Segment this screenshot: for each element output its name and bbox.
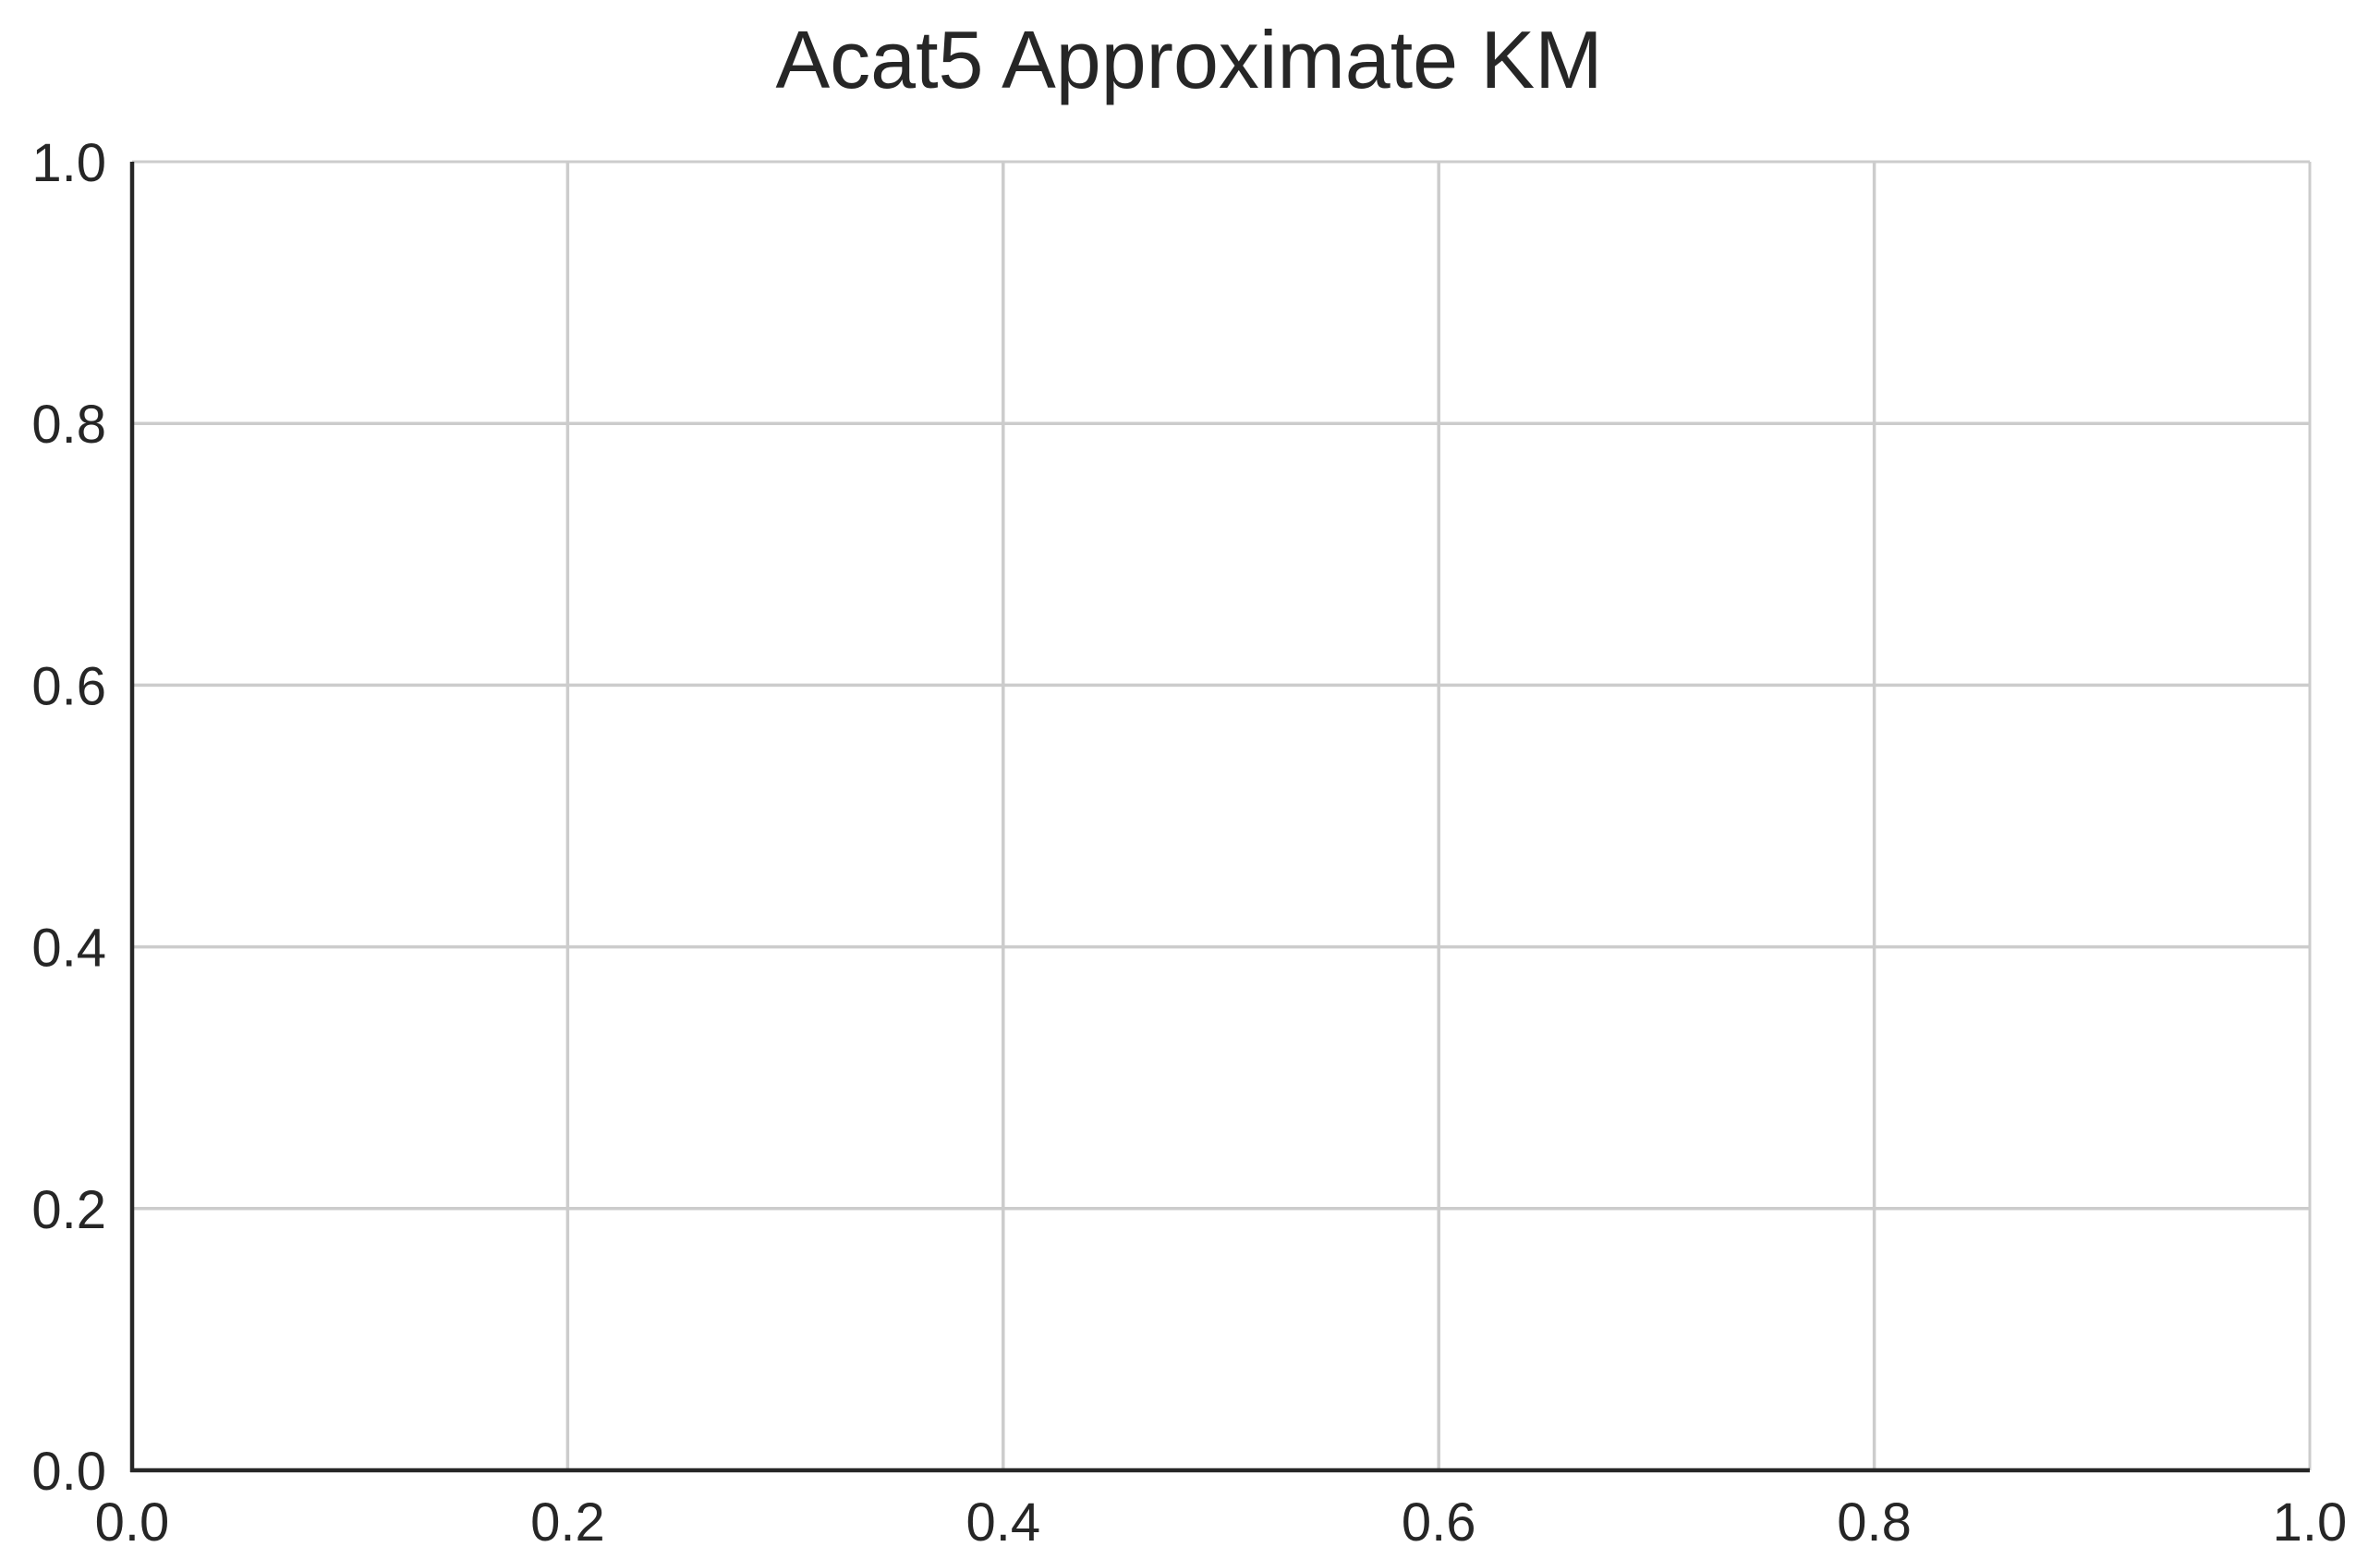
x-tick-labels: 0.0 0.2 0.4 0.6 0.8 1.0	[95, 1492, 2348, 1553]
y-tick-label-1: 0.2	[31, 1180, 106, 1240]
plot-background	[132, 162, 2310, 1470]
y-tick-label-4: 0.8	[31, 395, 106, 455]
x-tick-label-1: 0.2	[530, 1492, 605, 1553]
y-tick-label-2: 0.4	[31, 919, 106, 979]
y-tick-labels: 0.0 0.2 0.4 0.6 0.8 1.0	[31, 133, 106, 1502]
y-tick-label-0: 0.0	[31, 1442, 106, 1502]
y-tick-label-3: 0.6	[31, 656, 106, 716]
axis-layer	[129, 162, 2310, 1473]
x-tick-label-5: 1.0	[2273, 1492, 2348, 1553]
y-tick-label-5: 1.0	[31, 133, 106, 193]
x-tick-label-2: 0.4	[965, 1492, 1040, 1553]
chart-title: Acat5 Approximate KM	[775, 14, 1602, 105]
frame-layer	[132, 160, 2312, 1470]
plot-area: 0.0 0.2 0.4 0.6 0.8 1.0 0.0 0.2 0.4 0.6 0.8 1.0	[31, 133, 2347, 1553]
x-tick-label-3: 0.6	[1402, 1492, 1476, 1553]
x-tick-label-0: 0.0	[95, 1492, 170, 1553]
grid-layer	[132, 162, 2310, 1470]
x-tick-label-4: 0.8	[1837, 1492, 1912, 1553]
